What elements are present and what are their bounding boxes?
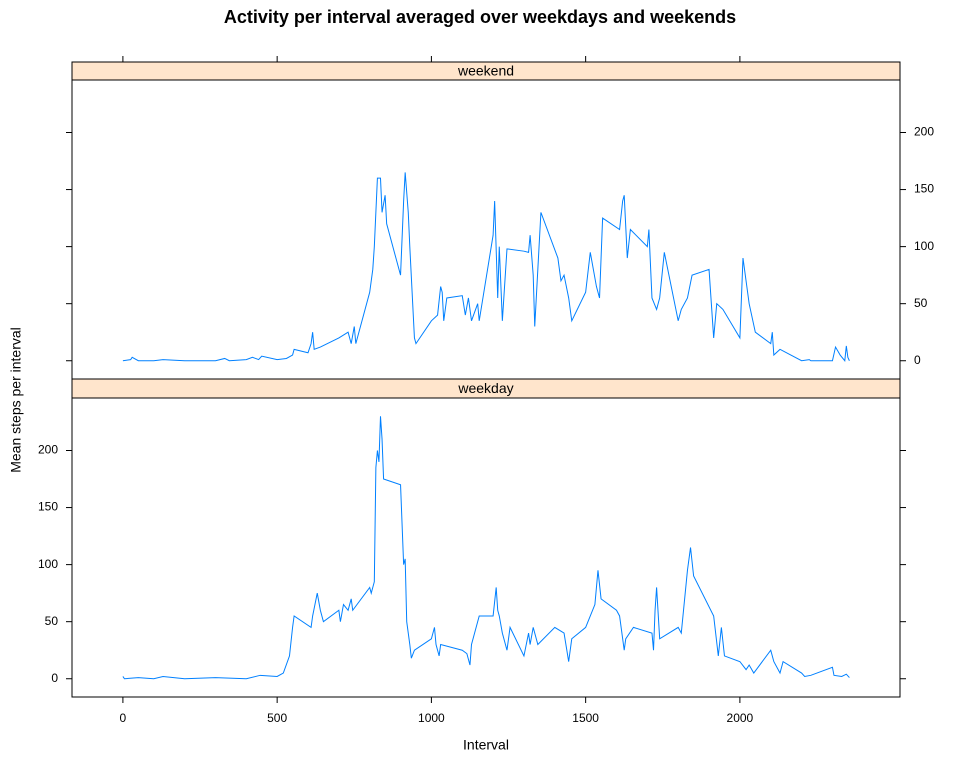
data-line [122, 172, 850, 362]
x-tick-label: 500 [267, 711, 287, 725]
y-tick-label: 100 [914, 239, 934, 253]
x-tick-label: 0 [120, 711, 127, 725]
x-tick-label: 2000 [727, 711, 754, 725]
y-tick-label: 50 [45, 614, 59, 628]
x-tick-label: 1500 [572, 711, 599, 725]
data-line [122, 416, 850, 680]
y-tick-label: 200 [38, 443, 58, 457]
y-tick-label: 100 [38, 557, 58, 571]
y-tick-label: 0 [914, 353, 921, 367]
y-tick-label: 0 [51, 671, 58, 685]
y-tick-label: 50 [914, 296, 928, 310]
chart-title: Activity per interval averaged over week… [224, 7, 736, 27]
strip-label: weekend [457, 63, 514, 79]
panel-frame [71, 79, 901, 380]
panel-frame [71, 397, 901, 698]
strip-label: weekday [457, 380, 513, 396]
y-tick-label: 150 [914, 182, 934, 196]
x-tick-label: 1000 [418, 711, 445, 725]
y-tick-label: 200 [914, 125, 934, 139]
y-axis-title: Mean steps per interval [8, 327, 24, 473]
x-axis-title: Interval [463, 737, 509, 753]
y-tick-label: 150 [38, 500, 58, 514]
